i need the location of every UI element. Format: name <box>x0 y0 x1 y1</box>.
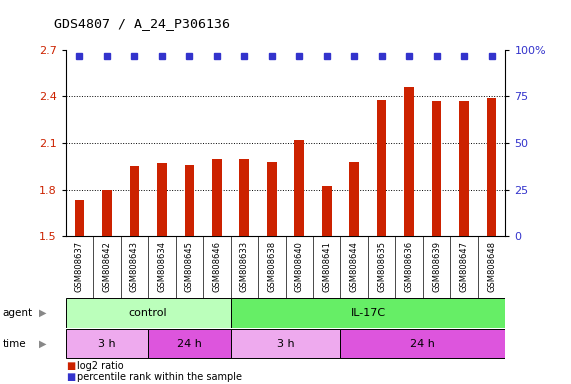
Bar <box>404 87 414 236</box>
Bar <box>322 187 332 236</box>
Text: GSM808636: GSM808636 <box>405 241 413 293</box>
Bar <box>212 159 222 236</box>
Bar <box>239 159 249 236</box>
Bar <box>349 162 359 236</box>
Text: GSM808637: GSM808637 <box>75 241 84 293</box>
Text: GSM808634: GSM808634 <box>158 242 166 292</box>
Bar <box>75 200 84 236</box>
Bar <box>295 140 304 236</box>
Text: GSM808639: GSM808639 <box>432 242 441 292</box>
Text: GSM808640: GSM808640 <box>295 242 304 292</box>
Text: GSM808633: GSM808633 <box>240 241 249 293</box>
FancyBboxPatch shape <box>66 298 231 328</box>
Text: GSM808648: GSM808648 <box>487 242 496 292</box>
Text: ■: ■ <box>66 361 75 371</box>
Text: percentile rank within the sample: percentile rank within the sample <box>77 372 242 382</box>
FancyBboxPatch shape <box>231 298 505 328</box>
Bar <box>377 99 387 236</box>
Text: GSM808635: GSM808635 <box>377 242 386 292</box>
Text: GSM808645: GSM808645 <box>185 242 194 292</box>
Text: GSM808643: GSM808643 <box>130 242 139 292</box>
Text: ▶: ▶ <box>39 308 46 318</box>
Bar <box>157 163 167 236</box>
Text: 3 h: 3 h <box>277 339 294 349</box>
Text: log2 ratio: log2 ratio <box>77 361 124 371</box>
Text: GSM808641: GSM808641 <box>322 242 331 292</box>
Text: control: control <box>129 308 167 318</box>
Bar <box>184 165 194 236</box>
Text: 3 h: 3 h <box>98 339 116 349</box>
Text: GSM808647: GSM808647 <box>460 242 469 292</box>
Text: ■: ■ <box>66 372 75 382</box>
Text: ▶: ▶ <box>39 339 46 349</box>
Text: IL-17C: IL-17C <box>351 308 385 318</box>
Text: 24 h: 24 h <box>411 339 435 349</box>
FancyBboxPatch shape <box>231 329 340 358</box>
Text: 24 h: 24 h <box>177 339 202 349</box>
FancyBboxPatch shape <box>148 329 231 358</box>
Text: agent: agent <box>3 308 33 318</box>
Text: GSM808644: GSM808644 <box>349 242 359 292</box>
Text: GSM808646: GSM808646 <box>212 242 222 292</box>
Text: GDS4807 / A_24_P306136: GDS4807 / A_24_P306136 <box>54 17 230 30</box>
Bar <box>487 98 496 236</box>
Text: GSM808638: GSM808638 <box>267 241 276 293</box>
Bar <box>130 166 139 236</box>
FancyBboxPatch shape <box>66 329 148 358</box>
Bar <box>102 190 112 236</box>
Bar <box>432 101 441 236</box>
Text: time: time <box>3 339 26 349</box>
Text: GSM808642: GSM808642 <box>102 242 111 292</box>
FancyBboxPatch shape <box>340 329 505 358</box>
Bar <box>459 101 469 236</box>
Bar <box>267 162 276 236</box>
